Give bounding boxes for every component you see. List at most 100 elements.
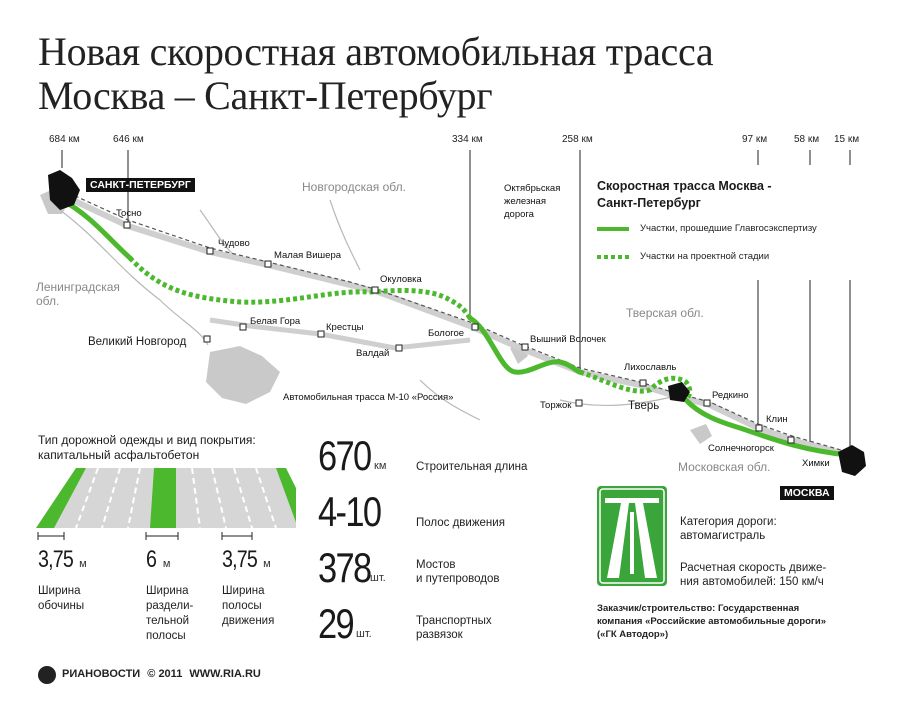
veliky-novgorod-marker	[203, 335, 211, 343]
customer-line-3: («ГК Автодор»)	[597, 629, 669, 640]
km-label-684: 684 км	[49, 134, 80, 145]
width-lane-unit: м	[263, 558, 271, 570]
city-markers	[123, 221, 795, 444]
rivers	[59, 199, 681, 421]
chudovo-marker	[206, 247, 214, 255]
railway-label: Октябрьская железная дорога	[504, 182, 560, 221]
pavement-title-2: капитальный асфальтобетон	[38, 448, 200, 462]
expressway-approved-moscow	[683, 397, 851, 458]
category-line-2: автомагистраль	[680, 530, 766, 542]
valdai-marker	[395, 344, 403, 352]
category-text: Категория дороги: автомагистраль	[680, 515, 777, 543]
category-line-1: Категория дороги:	[680, 516, 777, 528]
footer-brand: РИАНОВОСТИ	[62, 668, 141, 680]
stat-junctions-value: 29	[318, 600, 355, 647]
width-median-label-1: Ширина	[146, 585, 189, 597]
pavement-title: Тип дорожной одежды и вид покрытия: капи…	[38, 433, 298, 463]
sign-bridge-bar	[605, 498, 659, 503]
kresttsy-marker	[317, 330, 325, 338]
city-klin: Клин	[766, 414, 788, 425]
sign-lane-left	[607, 503, 629, 578]
stat-length-label: Строительная длина	[416, 461, 528, 473]
region-tver: Тверская обл.	[626, 306, 704, 320]
tver-shape	[668, 382, 690, 402]
river-3	[419, 379, 481, 421]
width-median-label: Ширина раздели- тельной полосы	[146, 584, 193, 644]
stat-bridges-label-2: и путепроводов	[416, 573, 500, 585]
vyshny-volochek-marker	[521, 343, 529, 351]
width-dimension-lines	[37, 532, 253, 540]
region-leningrad-1: Ленинградская	[36, 280, 120, 294]
railway-label-3: дорога	[504, 209, 534, 220]
river-volkhov	[59, 209, 209, 346]
lane-markings	[75, 468, 277, 529]
customer-text: Заказчик/строительство: Государственная …	[597, 602, 826, 641]
moscow-shape	[838, 445, 866, 476]
city-veliky-novgorod: Великий Новгород	[88, 336, 187, 348]
expressway-approved-tver	[467, 315, 583, 375]
city-khimki: Химки	[802, 458, 830, 469]
footer-copyright: © 2011	[147, 668, 183, 680]
stat-junctions-label-1: Транспортных	[416, 615, 492, 627]
reservoir-klin	[690, 424, 712, 444]
width-shoulder-label: Ширина обочины	[38, 584, 84, 614]
legend-approved: Участки, прошедшие Главгосэкспертизу	[640, 223, 817, 234]
lake-ilmen	[206, 346, 280, 404]
river-2	[329, 199, 361, 271]
speed-text: Расчетная скорость движе- ния автомобиле…	[680, 561, 826, 589]
m10-label: Автомобильная трасса М-10 «Россия»	[283, 392, 454, 403]
width-median-label-3: тельной	[146, 615, 190, 627]
width-median-label-2: раздели-	[146, 600, 194, 612]
width-shoulder-value: 3,75	[38, 546, 74, 573]
km-label-334: 334 км	[452, 134, 483, 145]
moscow-label: МОСКВА	[780, 486, 834, 500]
customer-line-2: компания «Российские автомобильные дорог…	[597, 616, 827, 627]
km-marker-lines	[61, 150, 851, 455]
km-label-646: 646 км	[113, 134, 144, 145]
city-kresttsy: Крестцы	[326, 322, 364, 333]
stat-bridges-label-1: Мостов	[416, 559, 456, 571]
city-chudovo: Чудово	[218, 238, 250, 249]
legend-title-1: Скоростная трасса Москва -	[597, 179, 772, 193]
width-lane-label-1: Ширина	[222, 585, 265, 597]
city-bologoe: Бологое	[428, 328, 465, 339]
legend-design: Участки на проектной стадии	[640, 251, 770, 262]
spb-label: САНКТ-ПЕТЕРБУРГ	[86, 178, 195, 192]
ria-logo-icon	[38, 666, 56, 684]
stat-lanes-value: 4-10	[318, 488, 382, 535]
pavement-title-1: Тип дорожной одежды и вид покрытия:	[38, 433, 256, 447]
legend-swatches	[597, 227, 629, 259]
region-novgorod: Новгородская обл.	[302, 180, 406, 194]
stat-length-value: 670	[318, 432, 372, 479]
stat-junctions-label: Транспортных развязок	[416, 614, 492, 642]
region-leningrad-2: обл.	[36, 294, 60, 308]
km-label-97: 97 км	[742, 134, 768, 145]
speed-line-1: Расчетная скорость движе-	[680, 562, 827, 574]
likhoslavl-marker	[639, 379, 647, 387]
city-redkino: Редкино	[712, 390, 749, 401]
region-moscow: Московская обл.	[678, 460, 771, 474]
tosno-marker	[123, 221, 131, 229]
motorway-sign-icon	[597, 486, 667, 586]
river-volga	[559, 394, 681, 407]
width-median-label-4: полосы	[146, 630, 186, 642]
stat-bridges-value: 378	[318, 544, 372, 591]
sign-border	[599, 488, 665, 584]
city-valdai: Валдай	[356, 348, 390, 359]
width-lane-value: 3,75	[222, 546, 258, 573]
km-label-58: 58 км	[794, 134, 820, 145]
city-tosno: Тосно	[116, 208, 142, 219]
width-shoulder: 3,75 м	[38, 546, 87, 574]
stat-bridges-label: Мостов и путепроводов	[416, 558, 500, 586]
page-title: Новая скоростная автомобильная трасса Мо…	[38, 29, 714, 118]
railway-label-2: железная	[504, 196, 546, 207]
city-torzhok: Торжок	[540, 400, 572, 411]
title-line-1: Новая скоростная автомобильная трасса	[38, 29, 714, 74]
width-median: 6 м	[146, 546, 170, 574]
city-tver: Тверь	[628, 400, 660, 412]
width-lane-label: Ширина полосы движения	[222, 584, 274, 629]
width-shoulder-label-2: обочины	[38, 600, 85, 612]
bologoe-marker	[471, 323, 479, 331]
footer-site[interactable]: WWW.RIA.RU	[189, 668, 261, 680]
stat-junctions-label-2: развязок	[416, 629, 463, 641]
